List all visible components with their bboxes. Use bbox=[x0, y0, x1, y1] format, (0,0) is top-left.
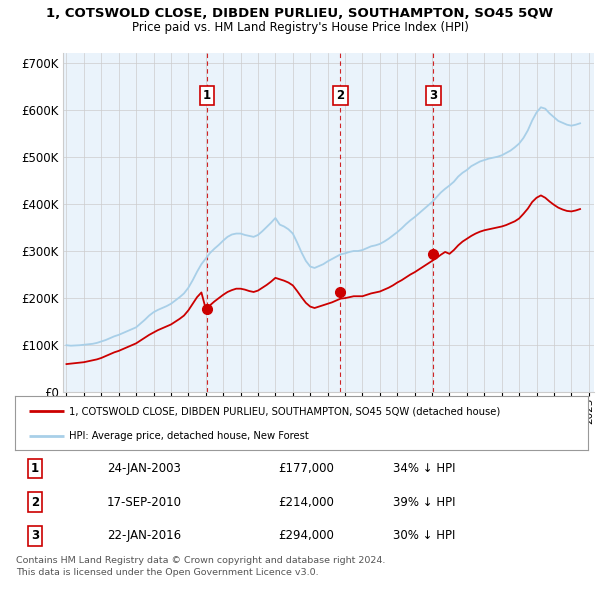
Text: HPI: Average price, detached house, New Forest: HPI: Average price, detached house, New … bbox=[70, 431, 309, 441]
Text: £294,000: £294,000 bbox=[278, 529, 334, 542]
Text: 2: 2 bbox=[336, 89, 344, 102]
Text: 39% ↓ HPI: 39% ↓ HPI bbox=[393, 496, 455, 509]
Text: £214,000: £214,000 bbox=[278, 496, 334, 509]
Text: 1, COTSWOLD CLOSE, DIBDEN PURLIEU, SOUTHAMPTON, SO45 5QW (detached house): 1, COTSWOLD CLOSE, DIBDEN PURLIEU, SOUTH… bbox=[70, 407, 500, 417]
Text: 34% ↓ HPI: 34% ↓ HPI bbox=[393, 462, 455, 475]
Text: 3: 3 bbox=[31, 529, 39, 542]
Text: 30% ↓ HPI: 30% ↓ HPI bbox=[393, 529, 455, 542]
Text: Contains HM Land Registry data © Crown copyright and database right 2024.
This d: Contains HM Land Registry data © Crown c… bbox=[16, 556, 386, 576]
Text: £177,000: £177,000 bbox=[278, 462, 334, 475]
Text: 1, COTSWOLD CLOSE, DIBDEN PURLIEU, SOUTHAMPTON, SO45 5QW: 1, COTSWOLD CLOSE, DIBDEN PURLIEU, SOUTH… bbox=[46, 7, 554, 20]
Text: 1: 1 bbox=[203, 89, 211, 102]
Text: 2: 2 bbox=[31, 496, 39, 509]
Text: Price paid vs. HM Land Registry's House Price Index (HPI): Price paid vs. HM Land Registry's House … bbox=[131, 21, 469, 34]
Text: 1: 1 bbox=[31, 462, 39, 475]
Text: 24-JAN-2003: 24-JAN-2003 bbox=[107, 462, 181, 475]
Text: 17-SEP-2010: 17-SEP-2010 bbox=[107, 496, 182, 509]
Text: 3: 3 bbox=[429, 89, 437, 102]
Text: 22-JAN-2016: 22-JAN-2016 bbox=[107, 529, 181, 542]
